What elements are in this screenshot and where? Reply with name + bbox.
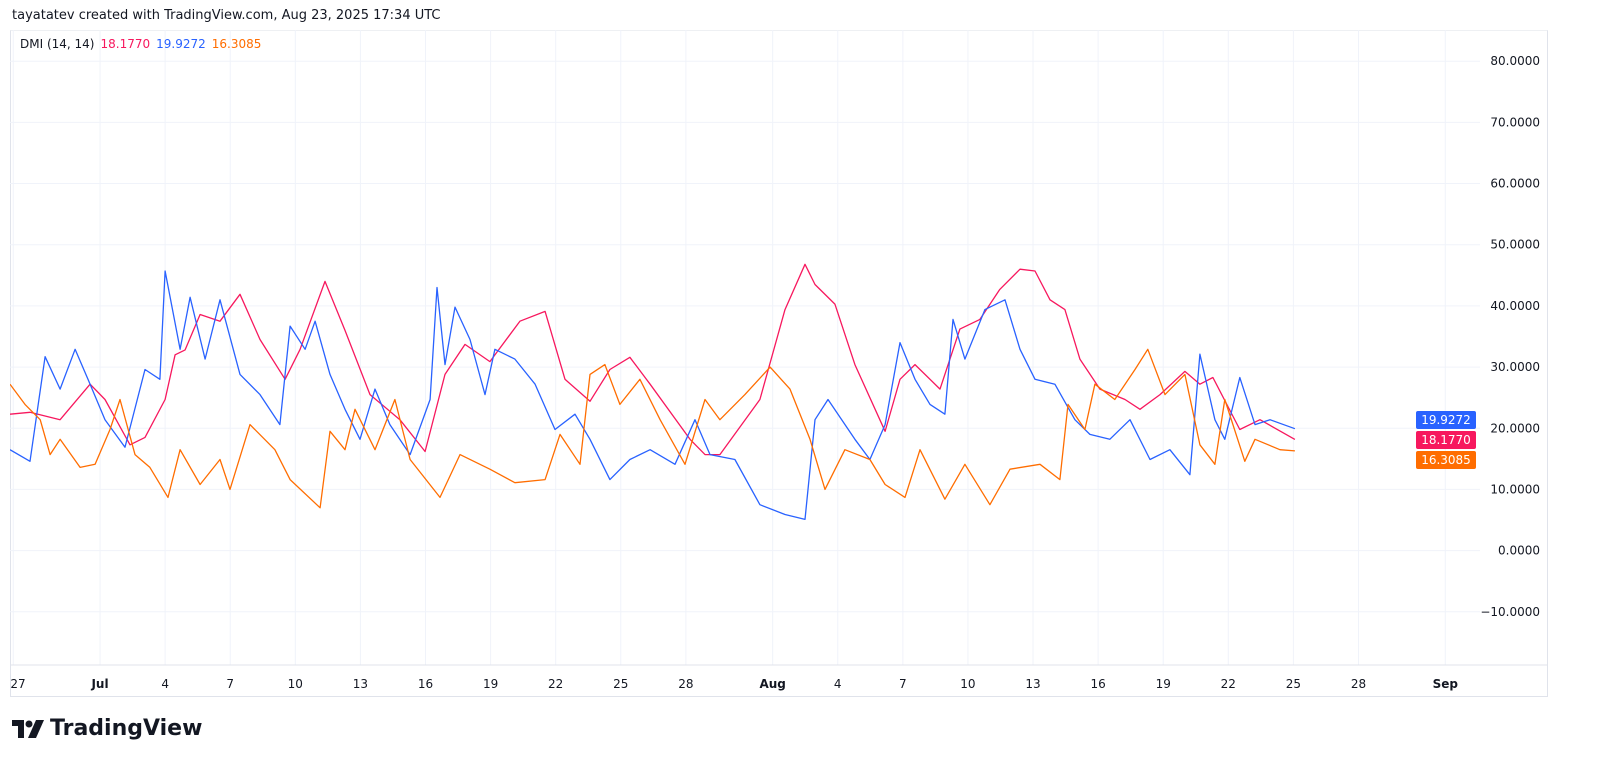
x-tick-label: 22 — [548, 677, 563, 691]
x-tick-label: 25 — [613, 677, 628, 691]
y-tick-label: 0.0000 — [1498, 544, 1540, 558]
x-tick-label: Aug — [759, 677, 785, 691]
series-line-di — [10, 270, 1296, 521]
x-tick-label: 10 — [288, 677, 303, 691]
x-tick-label: Sep — [1433, 677, 1459, 691]
x-tick-label: 19 — [1156, 677, 1171, 691]
x-tick-label: 19 — [483, 677, 498, 691]
indicator-legend: DMI (14, 14) 18.1770 19.9272 16.3085 — [20, 37, 261, 51]
x-tick-label: 22 — [1221, 677, 1236, 691]
legend-minus-di-value: 16.3085 — [211, 37, 262, 51]
series-line-di — [10, 348, 1295, 509]
y-tick-label: 40.0000 — [1490, 299, 1540, 313]
last-value-label: 16.3085 — [1421, 453, 1471, 467]
legend-adx-value: 18.1770 — [100, 37, 151, 51]
y-tick-label: 70.0000 — [1490, 115, 1540, 129]
y-tick-label: −10.0000 — [1480, 605, 1540, 619]
x-tick-label: 7 — [899, 677, 907, 691]
last-value-badge — [1416, 451, 1476, 469]
chart-frame — [10, 30, 1548, 697]
x-tick-label: 10 — [960, 677, 975, 691]
y-tick-label: 60.0000 — [1490, 177, 1540, 191]
y-tick-label: 80.0000 — [1490, 54, 1540, 68]
x-tick-label: 4 — [834, 677, 842, 691]
chart-credit: tayatatev created with TradingView.com, … — [12, 8, 441, 23]
x-tick-label: 7 — [226, 677, 234, 691]
x-tick-label: 13 — [1025, 677, 1040, 691]
x-tick-label: 28 — [678, 677, 693, 691]
x-tick-label: 16 — [1090, 677, 1105, 691]
tradingview-logo-icon — [12, 719, 44, 738]
x-tick-label: Jul — [90, 677, 108, 691]
y-tick-label: 50.0000 — [1490, 238, 1540, 252]
brand-name: TradingView — [50, 716, 203, 741]
x-tick-label: 25 — [1286, 677, 1301, 691]
last-value-badge — [1416, 431, 1476, 449]
indicator-title[interactable]: DMI (14, 14) — [20, 37, 95, 51]
y-tick-label: 30.0000 — [1490, 360, 1540, 374]
last-value-badge — [1416, 411, 1476, 429]
x-tick-label: 27 — [10, 677, 25, 691]
x-tick-label: 13 — [353, 677, 368, 691]
tradingview-logo: TradingView — [12, 716, 202, 741]
y-tick-label: 20.0000 — [1490, 421, 1540, 435]
x-tick-label: 28 — [1351, 677, 1366, 691]
series-line-adx — [10, 263, 1296, 456]
last-value-label: 19.9272 — [1421, 413, 1471, 427]
x-tick-label: 16 — [418, 677, 433, 691]
legend-plus-di-value: 19.9272 — [156, 37, 206, 51]
y-tick-label: 10.0000 — [1490, 482, 1540, 496]
last-value-label: 18.1770 — [1421, 433, 1471, 447]
x-tick-label: 4 — [161, 677, 169, 691]
